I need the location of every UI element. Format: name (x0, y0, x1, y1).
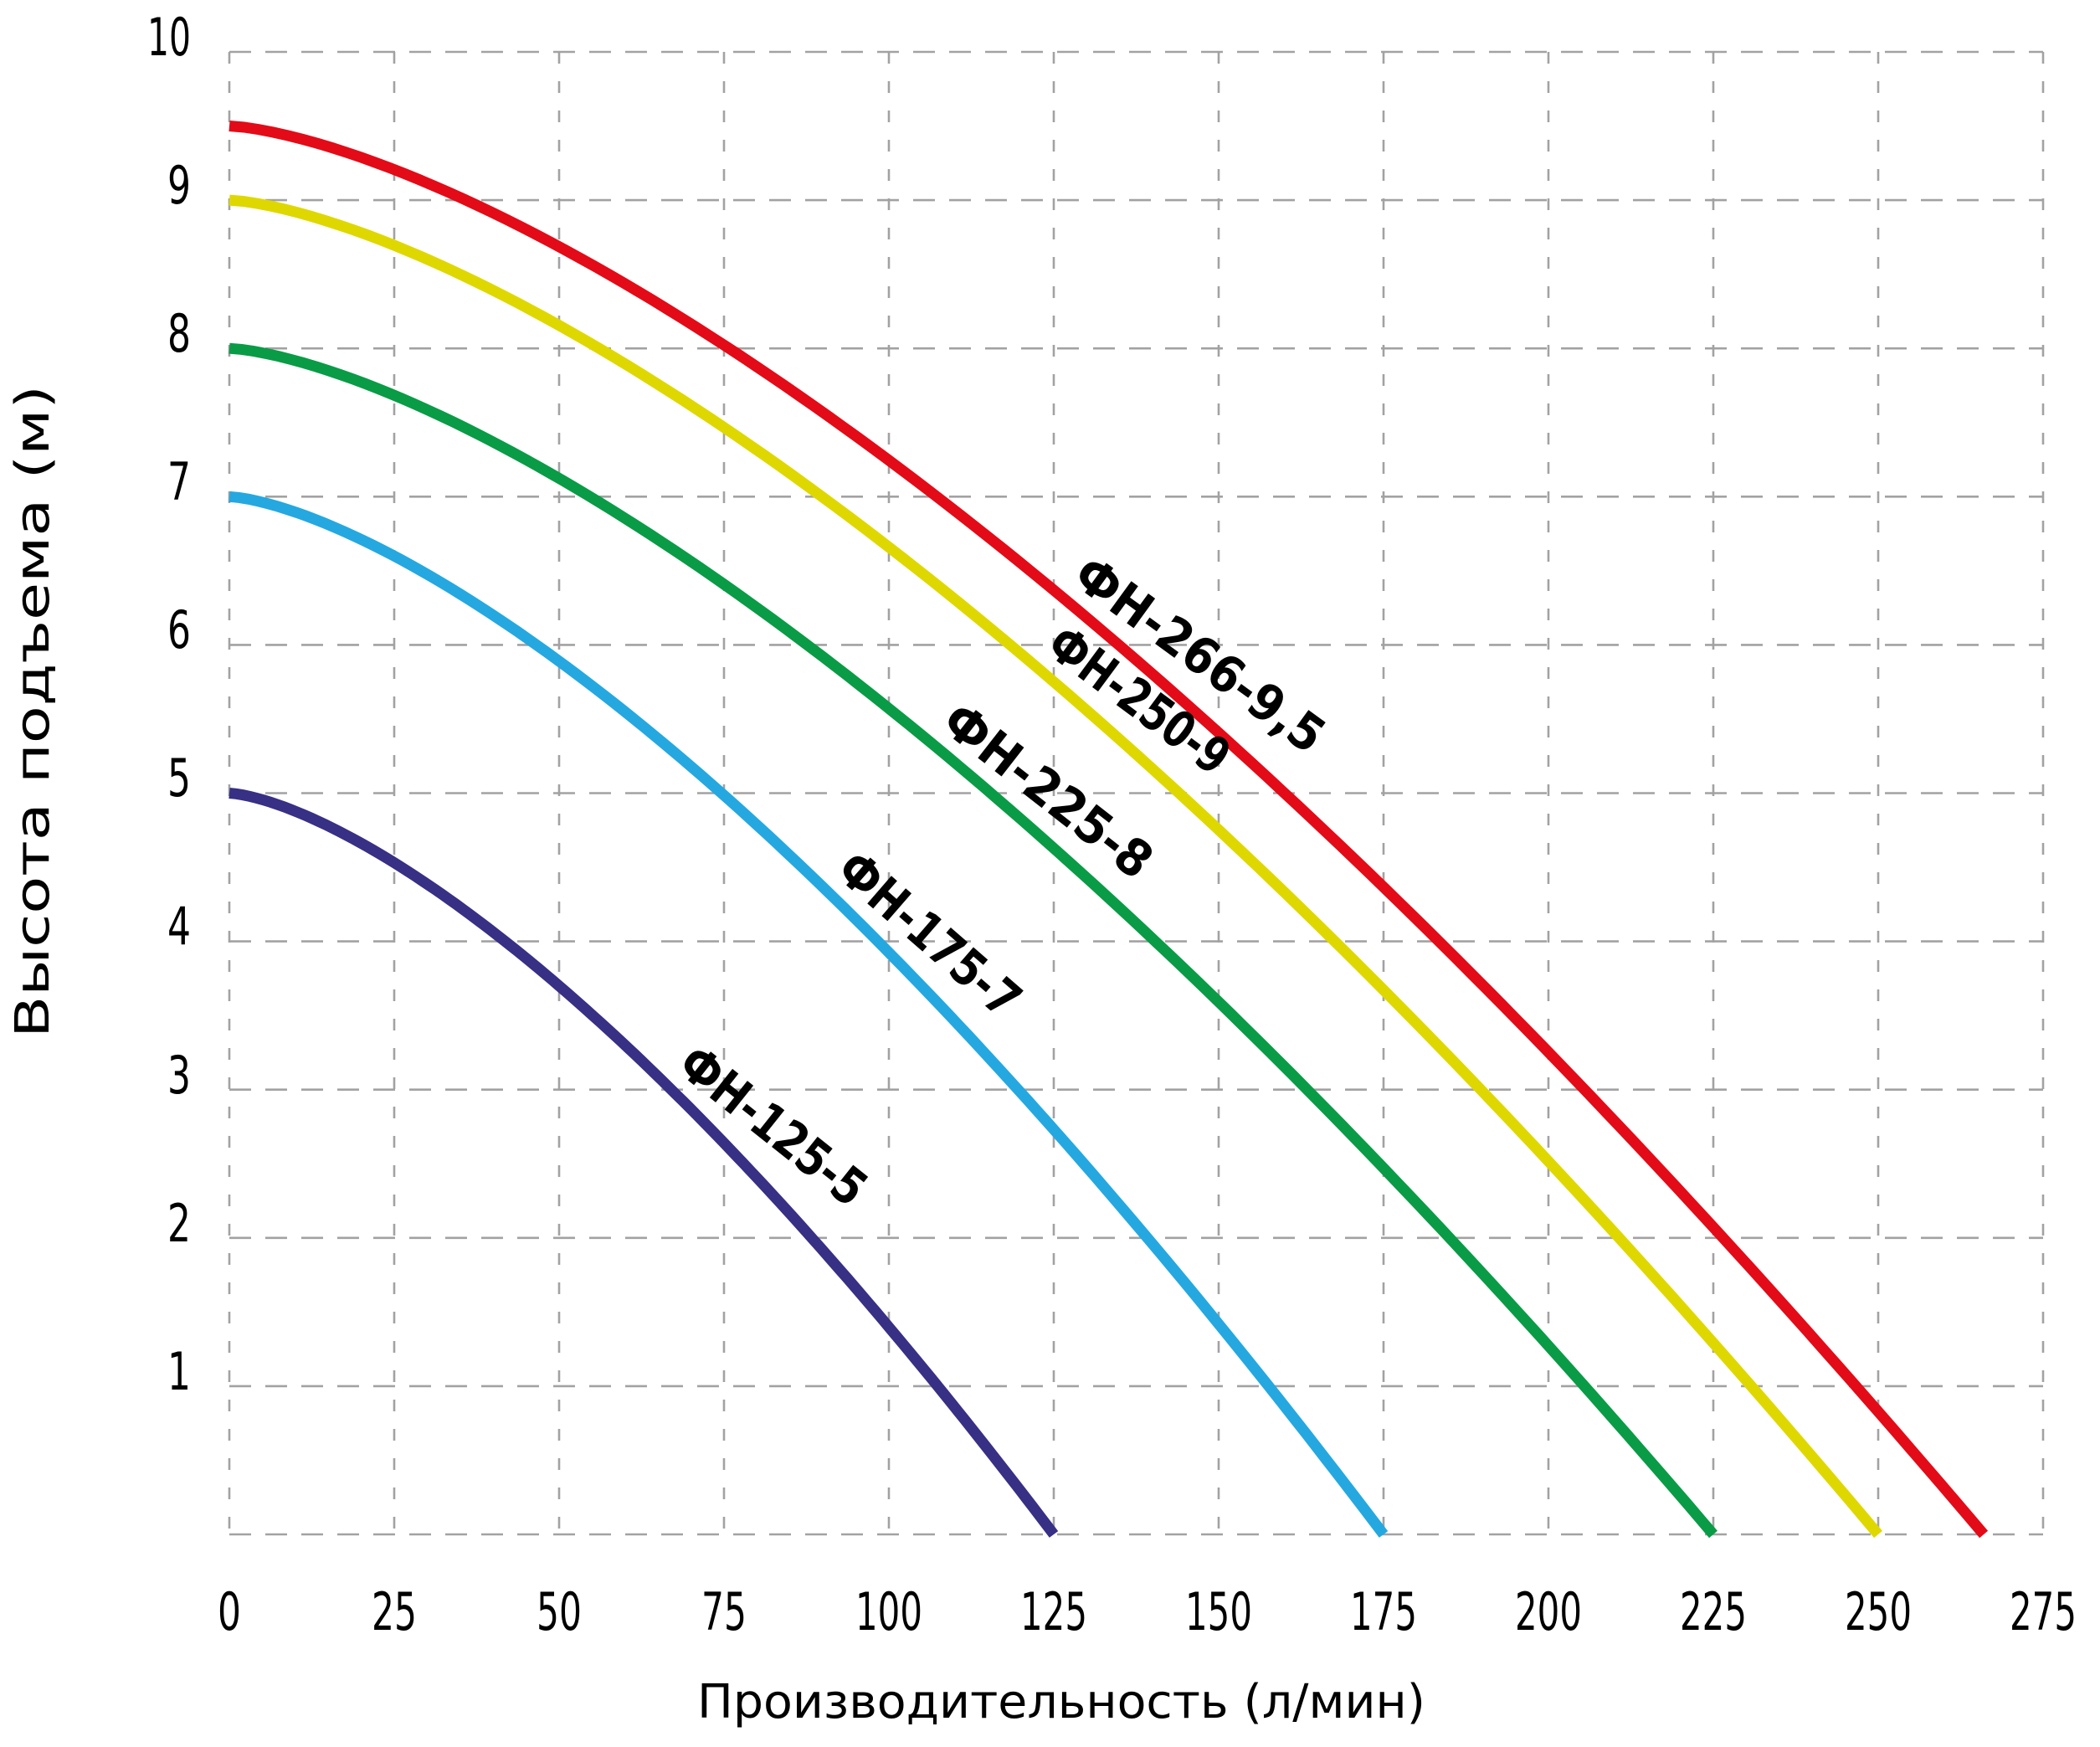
x-tick-200: 200 (1515, 1581, 1582, 1642)
x-tick-175: 175 (1350, 1581, 1417, 1642)
curve-ФН-250-9 (228, 194, 1882, 1539)
x-tick-25: 25 (372, 1581, 417, 1642)
x-tick-125: 125 (1020, 1581, 1087, 1642)
grid (228, 50, 2045, 1536)
curve-ФН-125-5 (228, 788, 1059, 1538)
y-tick-6: 6 (167, 599, 191, 660)
x-tick-75: 75 (701, 1581, 747, 1642)
y-tick-7: 7 (167, 451, 191, 512)
x-tick-150: 150 (1185, 1581, 1252, 1642)
y-tick-4: 4 (167, 896, 191, 957)
y-tick-3: 3 (167, 1045, 191, 1106)
x-axis-title: Производительность (л/мин) (697, 1675, 1425, 1729)
y-tick-10: 10 (147, 7, 191, 68)
y-axis-title: Высота подъема (м) (6, 385, 60, 1038)
curve-ФН-225-8 (228, 342, 1717, 1539)
x-tick-100: 100 (855, 1581, 922, 1642)
x-axis-ticks: 0 25 50 75 100 125 150 175 200 225 250 2… (218, 1581, 2077, 1642)
curves (228, 121, 1989, 1539)
curve-ФН-266-9,5 (228, 121, 1989, 1539)
x-tick-50: 50 (537, 1581, 582, 1642)
y-tick-1: 1 (167, 1341, 191, 1402)
x-tick-275: 275 (2010, 1581, 2077, 1642)
y-tick-5: 5 (167, 748, 191, 809)
curve-ФН-175-7 (228, 491, 1389, 1538)
x-tick-225: 225 (1680, 1581, 1747, 1642)
y-axis-ticks: 10 9 8 7 6 5 4 3 2 1 (147, 7, 191, 1402)
y-tick-9: 9 (167, 155, 191, 216)
y-tick-8: 8 (167, 303, 191, 364)
y-tick-2: 2 (167, 1193, 191, 1254)
x-tick-250: 250 (1845, 1581, 1912, 1642)
x-tick-0: 0 (218, 1581, 241, 1642)
